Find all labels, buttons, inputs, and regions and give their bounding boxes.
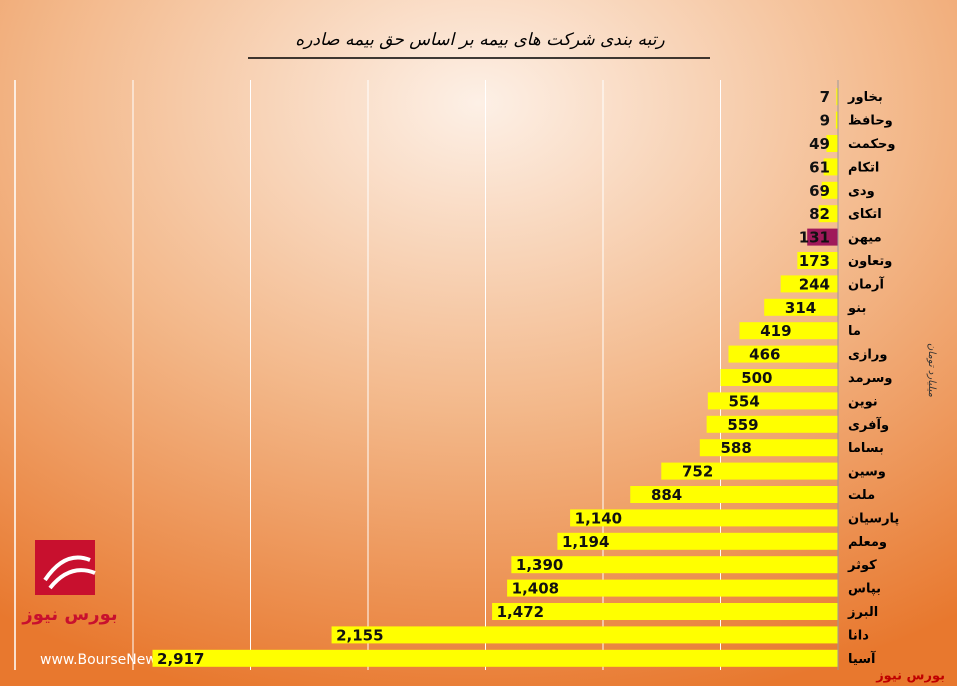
- bar: [492, 603, 838, 620]
- value-label: 69: [809, 182, 830, 200]
- category-label: ورازی: [848, 348, 887, 363]
- axis-label: میلیارد تومان: [926, 343, 937, 398]
- bar: [699, 439, 838, 457]
- value-label: 131: [799, 229, 830, 247]
- value-label: 314: [785, 299, 816, 317]
- bar: [836, 88, 838, 106]
- logo-mark: [35, 540, 95, 595]
- website: www.BourseNews.ir: [40, 652, 178, 668]
- category-label: میهن: [848, 231, 882, 246]
- category-label: ملت: [848, 488, 875, 503]
- bar: [797, 252, 838, 269]
- bar: [707, 392, 838, 410]
- logo-swoosh: [43, 555, 96, 590]
- bar: [826, 135, 838, 152]
- bar: [818, 205, 838, 223]
- category-label: نوین: [848, 394, 878, 409]
- bar: [331, 626, 838, 644]
- bar: [821, 181, 838, 199]
- value-label: 9: [820, 112, 830, 130]
- value-label: 1,390: [516, 556, 563, 574]
- category-label: وتعاون: [848, 254, 892, 269]
- bar: [630, 486, 838, 503]
- value-label: 1,472: [497, 603, 544, 621]
- value-label: 7: [820, 88, 830, 106]
- value-label: 49: [809, 135, 830, 153]
- logo-text: بورس نیوز: [21, 604, 117, 625]
- value-label: 82: [809, 205, 830, 223]
- bar: [835, 111, 838, 129]
- value-label: 1,194: [562, 533, 609, 551]
- category-label: آسیا: [848, 650, 876, 667]
- category-label: البرز: [847, 605, 878, 620]
- bar: [507, 579, 838, 597]
- category-label: بپاس: [848, 582, 881, 597]
- category-label: وسرمد: [848, 371, 893, 386]
- bar: [152, 649, 838, 667]
- chart-title: رتبه بندی شرکت های بیمه بر اساس حق بیمه …: [295, 30, 665, 50]
- value-label: 1,140: [575, 509, 622, 527]
- category-label: اتکای: [848, 207, 882, 222]
- bar: [511, 556, 838, 574]
- bar: [780, 275, 838, 293]
- value-label: 419: [760, 322, 791, 340]
- category-label: ومعلم: [848, 535, 887, 550]
- value-label: 554: [728, 392, 759, 410]
- source: بورس نیوز: [875, 669, 945, 684]
- bar: [823, 158, 838, 176]
- value-label: 466: [749, 346, 780, 364]
- category-label: پارسیان: [848, 511, 899, 526]
- value-label: 588: [721, 439, 752, 457]
- value-label: 173: [799, 252, 830, 270]
- category-label: بخاور: [847, 90, 883, 105]
- category-label: بساما: [848, 441, 884, 456]
- category-label: وسین: [848, 465, 886, 480]
- category-label: ما: [848, 324, 861, 339]
- bar: [557, 532, 838, 550]
- logo: بورس نیوز: [21, 540, 118, 625]
- bar: [661, 462, 838, 480]
- value-label: 2,155: [336, 626, 383, 644]
- category-label: وآفری: [848, 416, 889, 433]
- category-label: کوثر: [847, 558, 877, 573]
- value-label: 1,408: [512, 580, 559, 598]
- category-label: وحکمت: [848, 137, 896, 152]
- category-label: ودی: [848, 184, 875, 199]
- value-label: 559: [727, 416, 758, 434]
- bar: [570, 509, 838, 527]
- bar: [764, 298, 838, 316]
- value-label: 884: [651, 486, 682, 504]
- category-label: بنو: [847, 301, 866, 316]
- bar: [807, 228, 838, 246]
- bar: [720, 369, 838, 386]
- value-label: 752: [682, 463, 713, 481]
- value-label: 244: [799, 275, 830, 293]
- category-label: اتکام: [848, 160, 879, 175]
- value-label: 61: [809, 158, 830, 176]
- value-label: 500: [741, 369, 772, 387]
- category-label: آرمان: [848, 275, 885, 292]
- value-label: 2,917: [157, 650, 204, 668]
- category-label: وحافظ: [848, 114, 893, 129]
- bar: [728, 345, 838, 363]
- bar: [706, 415, 838, 433]
- category-label: دانا: [848, 628, 869, 643]
- bar: [739, 322, 838, 340]
